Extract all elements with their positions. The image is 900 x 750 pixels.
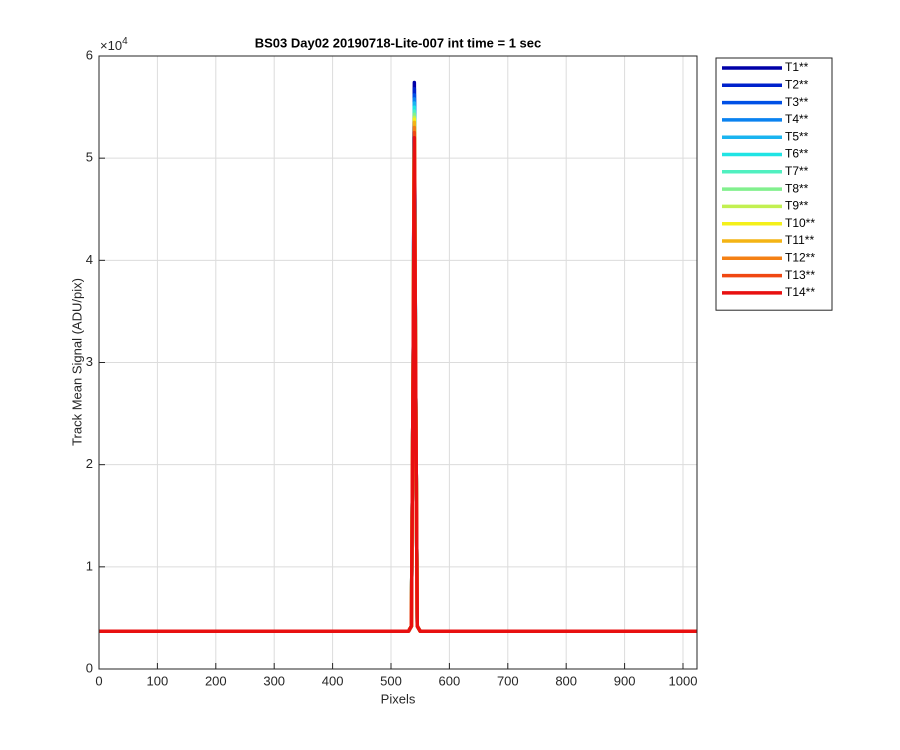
- x-tick-label: 200: [205, 673, 227, 688]
- y-tick-label: 5: [86, 150, 93, 165]
- x-tick-label: 1000: [669, 673, 698, 688]
- x-tick-label: 0: [95, 673, 102, 688]
- legend-label: T8**: [785, 181, 809, 195]
- y-tick-label: 2: [86, 456, 93, 471]
- x-tick-label: 600: [439, 673, 461, 688]
- legend-label: T14**: [785, 285, 815, 299]
- legend-label: T13**: [785, 268, 815, 282]
- x-tick-label: 400: [322, 673, 344, 688]
- legend-label: T10**: [785, 216, 815, 230]
- y-multiplier: ×104: [100, 36, 128, 54]
- legend-label: T4**: [785, 112, 809, 126]
- chart-title: BS03 Day02 20190718-Lite-007 int time = …: [255, 35, 542, 50]
- legend-box: [715, 57, 833, 311]
- y-tick-label: 1: [86, 558, 93, 573]
- y-tick-label: 3: [86, 354, 93, 369]
- legend-label: T2**: [785, 77, 809, 91]
- x-tick-label: 100: [147, 673, 169, 688]
- y-tick-label: 4: [86, 252, 93, 267]
- legend-label: T11**: [785, 233, 814, 247]
- legend-label: T1**: [785, 60, 809, 74]
- data-line: [99, 135, 697, 633]
- legend-label: T5**: [785, 129, 809, 143]
- x-tick-label: 800: [555, 673, 577, 688]
- x-tick-label: 300: [263, 673, 285, 688]
- y-multiplier-base: ×10: [100, 38, 122, 53]
- legend-label: T6**: [785, 147, 809, 161]
- legend-label: T12**: [785, 250, 815, 264]
- x-tick-label: 900: [614, 673, 636, 688]
- x-axis-label: Pixels: [381, 691, 416, 706]
- x-tick-label: 700: [497, 673, 519, 688]
- legend-label: T9**: [785, 199, 809, 213]
- y-tick-label: 0: [86, 660, 93, 675]
- legend-label: T3**: [785, 95, 809, 109]
- axes-box: [98, 55, 698, 670]
- x-tick-label: 500: [380, 673, 402, 688]
- legend-label: T7**: [785, 164, 809, 178]
- y-tick-label: 6: [86, 47, 93, 62]
- legend: T1** T2** T3** T4** T5** T6** T7** T8** T9** T10*…: [715, 57, 833, 311]
- y-multiplier-exponent: 4: [122, 36, 128, 47]
- y-axis-label: Track Mean Signal (ADU/pix): [69, 278, 84, 446]
